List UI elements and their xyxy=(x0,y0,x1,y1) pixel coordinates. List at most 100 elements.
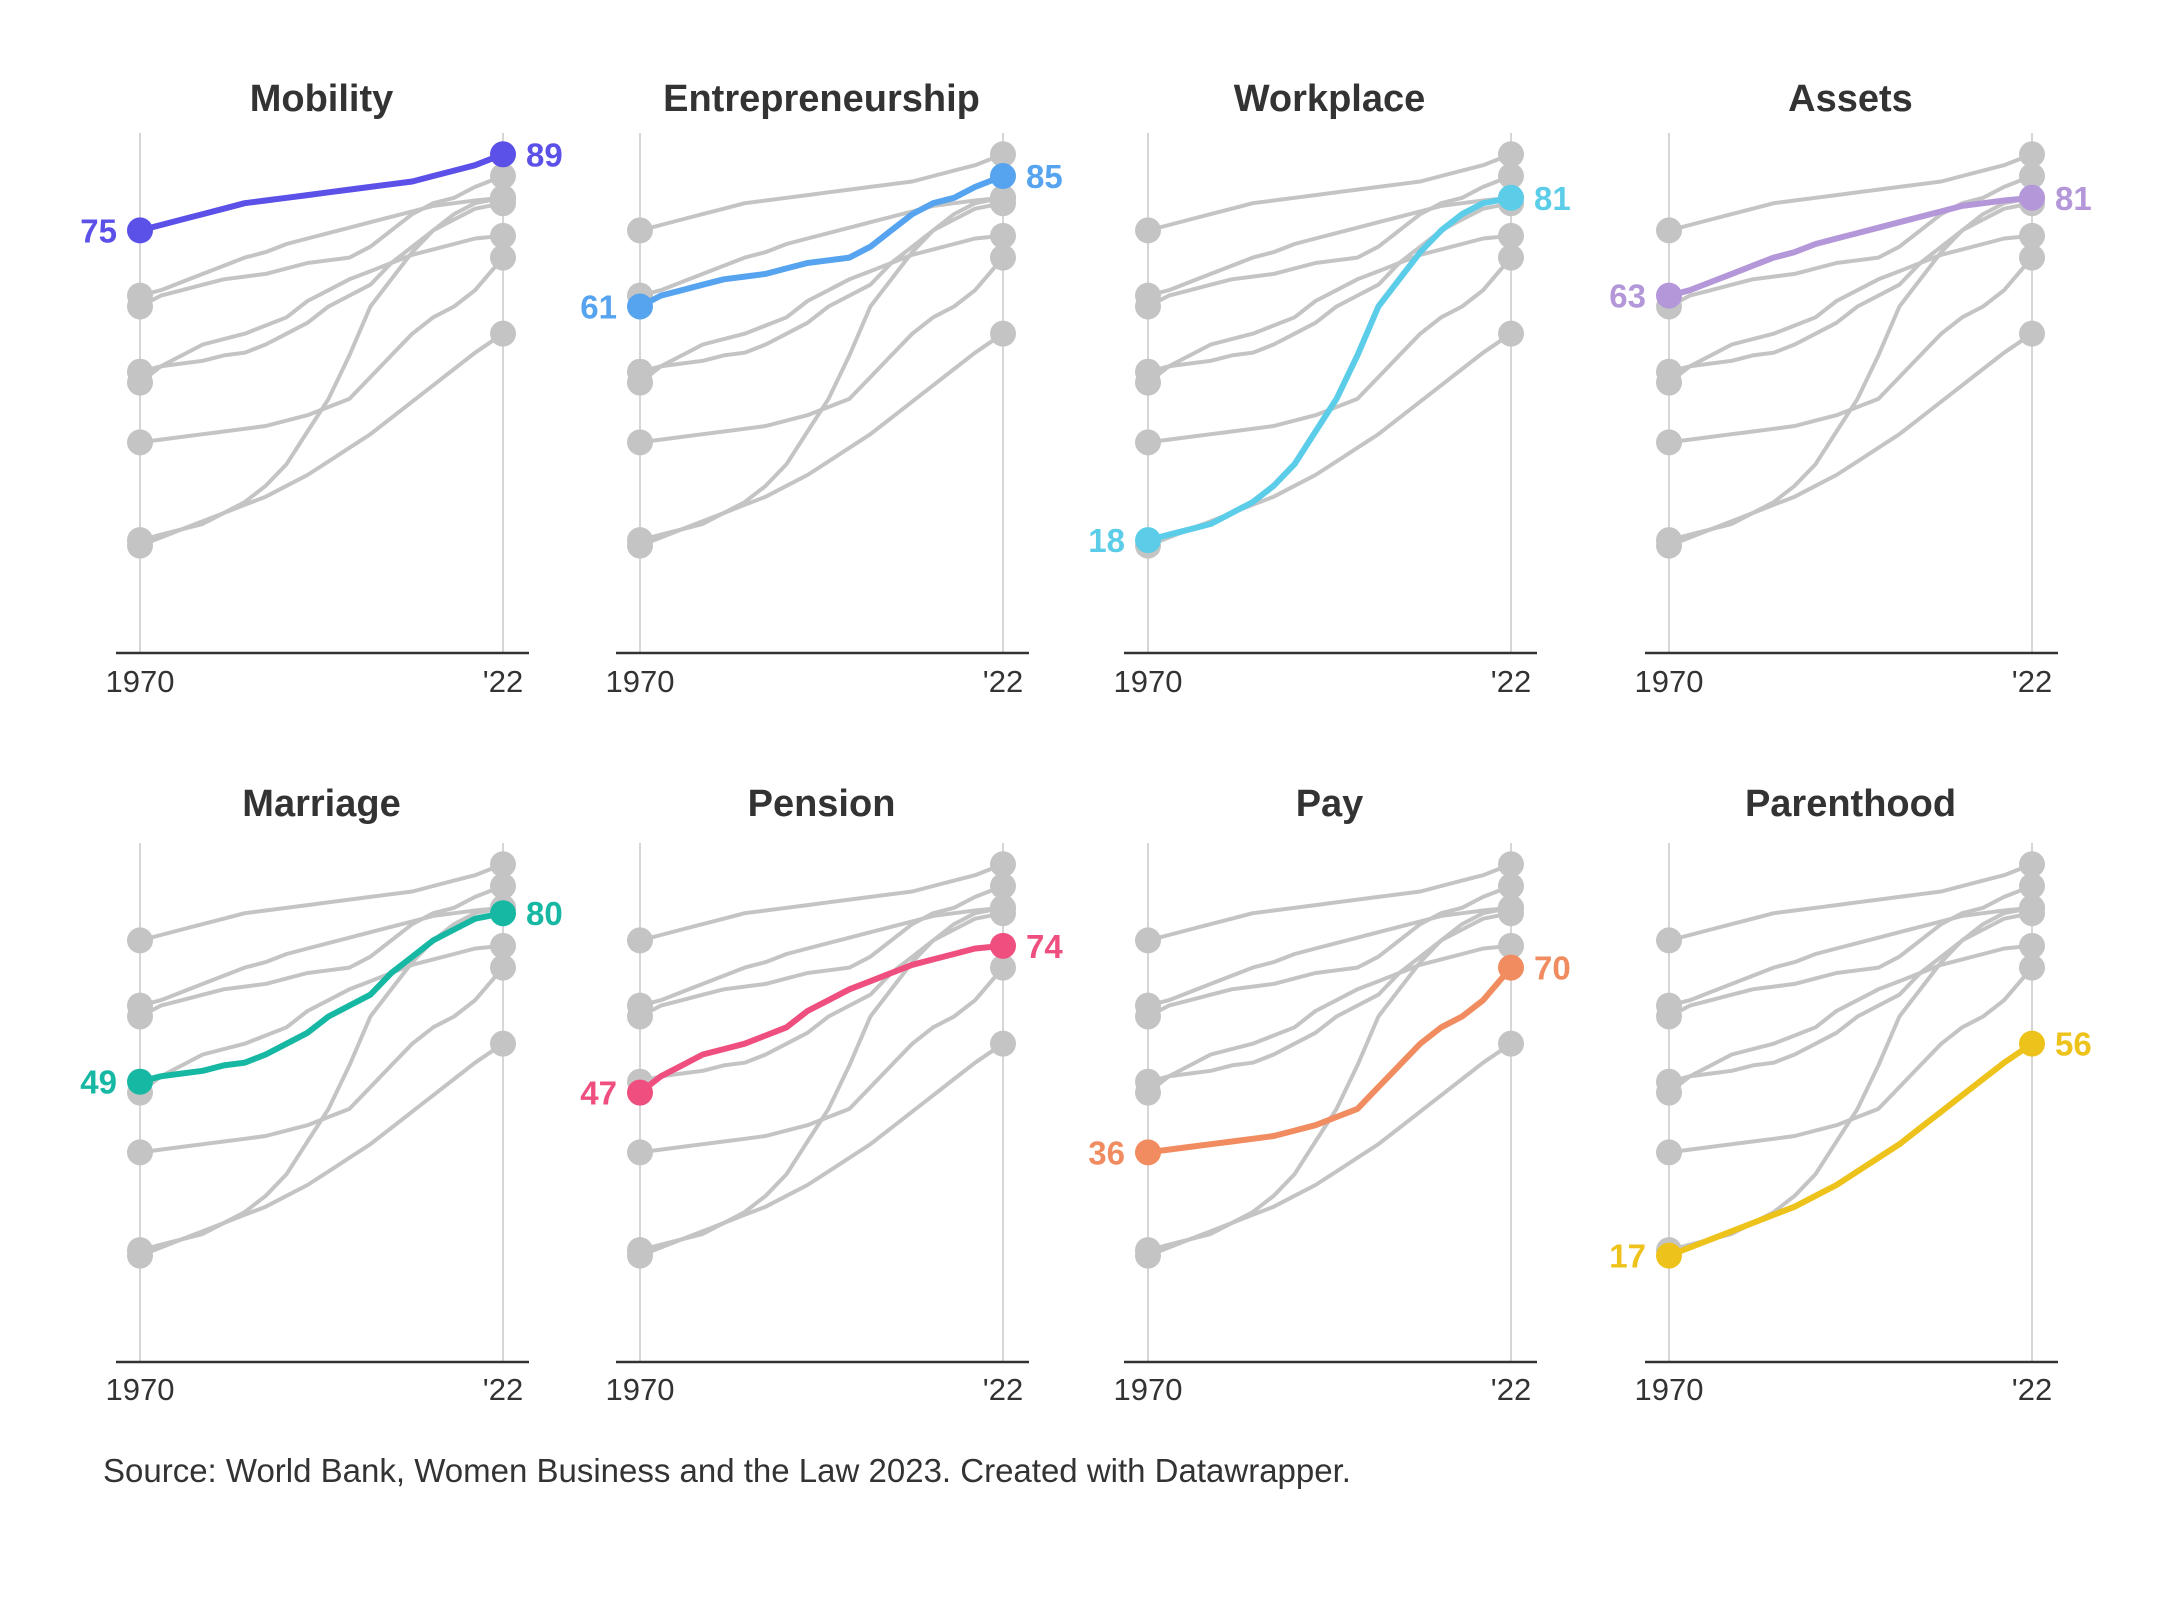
background-start-dot xyxy=(127,282,153,309)
background-end-dot xyxy=(990,244,1016,271)
background-end-dot xyxy=(990,320,1016,347)
background-end-dot xyxy=(2019,244,2045,271)
x-tick-label: 1970 xyxy=(1114,664,1183,699)
background-line-assets xyxy=(1667,905,2034,1008)
background-start-dot xyxy=(1135,429,1161,456)
background-line-pay xyxy=(1667,965,2034,1155)
background-start-dot xyxy=(1656,992,1682,1019)
background-line-entrepreneurship xyxy=(1146,884,1513,1019)
background-end-dot xyxy=(2019,163,2045,190)
background-line-entrepreneurship xyxy=(1146,174,1513,309)
background-start-dot xyxy=(127,369,153,396)
x-tick-label: '22 xyxy=(2012,664,2052,699)
focus-start-dot xyxy=(1135,527,1161,554)
x-tick-label: 1970 xyxy=(606,1372,675,1407)
background-start-dot xyxy=(627,927,653,954)
background-end-dot xyxy=(1498,851,1524,878)
panel-parenthood: Parenthood 1970 '22 17 56 xyxy=(1609,783,2091,1407)
start-value-label: 61 xyxy=(580,288,617,325)
x-tick-label: '22 xyxy=(2012,1372,2052,1407)
background-line-parenthood xyxy=(138,1041,505,1258)
focus-end-dot xyxy=(2019,184,2045,211)
background-start-dot xyxy=(627,1242,653,1269)
background-start-dot xyxy=(1656,1139,1682,1166)
background-start-dot xyxy=(627,992,653,1019)
focus-start-dot xyxy=(1656,282,1682,309)
background-start-dot xyxy=(1656,369,1682,396)
background-end-dot xyxy=(490,873,516,900)
background-start-dot xyxy=(127,1139,153,1166)
background-line-mobility xyxy=(638,152,1005,233)
background-end-dot xyxy=(2019,851,2045,878)
start-value-label: 49 xyxy=(80,1064,117,1101)
focus-line-parenthood xyxy=(1666,1040,2035,1259)
panel-assets: Assets 1970 '22 63 81 xyxy=(1609,78,2091,699)
background-start-dot xyxy=(1135,927,1161,954)
background-line-parenthood xyxy=(138,331,505,548)
background-line-marriage xyxy=(1146,911,1513,1084)
panel-entrepreneurship: Entrepreneurship 1970 '22 61 85 xyxy=(580,78,1062,699)
background-line-parenthood xyxy=(1146,1041,1513,1258)
background-start-dot xyxy=(1656,429,1682,456)
background-end-dot xyxy=(490,222,516,249)
background-end-dot xyxy=(1498,900,1524,927)
background-start-dot xyxy=(627,429,653,456)
background-end-dot xyxy=(1498,320,1524,347)
background-start-dot xyxy=(127,532,153,559)
background-end-dot xyxy=(1498,932,1524,959)
background-end-dot xyxy=(1498,1030,1524,1057)
background-line-marriage xyxy=(1667,201,2034,374)
focus-start-dot xyxy=(127,217,153,244)
background-line-pay xyxy=(138,255,505,445)
focus-end-dot xyxy=(1498,954,1524,981)
x-tick-label: 1970 xyxy=(1114,1372,1183,1407)
background-end-dot xyxy=(2019,320,2045,347)
background-line-workplace xyxy=(1667,195,2034,543)
background-line-workplace xyxy=(638,195,1005,543)
background-end-dot xyxy=(990,190,1016,217)
background-end-dot xyxy=(990,141,1016,168)
background-end-dot xyxy=(1498,163,1524,190)
background-line-pay xyxy=(638,965,1005,1155)
panel-title: Workplace xyxy=(1234,78,1425,120)
background-line-workplace xyxy=(138,905,505,1253)
background-line-pension xyxy=(1146,943,1513,1095)
background-line-mobility xyxy=(638,862,1005,943)
x-tick-label: 1970 xyxy=(106,1372,175,1407)
background-start-dot xyxy=(1656,927,1682,954)
background-line-workplace xyxy=(638,905,1005,1253)
focus-end-dot xyxy=(990,932,1016,959)
background-line-pay xyxy=(638,255,1005,445)
background-line-entrepreneurship xyxy=(1667,174,2034,309)
focus-end-dot xyxy=(490,141,516,168)
background-line-assets xyxy=(1146,905,1513,1008)
background-start-dot xyxy=(1135,369,1161,396)
focus-start-dot xyxy=(1135,1139,1161,1166)
background-line-marriage xyxy=(638,201,1005,374)
background-start-dot xyxy=(127,927,153,954)
background-end-dot xyxy=(1498,873,1524,900)
focus-line-entrepreneurship xyxy=(637,173,1006,310)
background-line-pension xyxy=(1667,943,2034,1095)
start-value-label: 17 xyxy=(1609,1238,1646,1275)
panel-title: Entrepreneurship xyxy=(663,78,980,120)
focus-line-workplace xyxy=(1145,194,1514,544)
end-value-label: 81 xyxy=(1534,180,1571,217)
background-end-dot xyxy=(490,320,516,347)
focus-line-assets xyxy=(1666,194,2035,299)
background-end-dot xyxy=(2019,932,2045,959)
end-value-label: 81 xyxy=(2055,180,2092,217)
background-start-dot xyxy=(627,1139,653,1166)
panel-title: Marriage xyxy=(242,783,400,825)
background-start-dot xyxy=(1135,217,1161,244)
background-line-workplace xyxy=(1667,905,2034,1253)
background-line-mobility xyxy=(138,862,505,943)
background-end-dot xyxy=(490,244,516,271)
background-line-marriage xyxy=(638,911,1005,1084)
background-end-dot xyxy=(490,1030,516,1057)
background-line-assets xyxy=(638,195,1005,298)
x-tick-label: 1970 xyxy=(1635,664,1704,699)
panel-pension: Pension 1970 '22 47 74 xyxy=(580,783,1063,1407)
x-tick-label: '22 xyxy=(1491,1372,1531,1407)
